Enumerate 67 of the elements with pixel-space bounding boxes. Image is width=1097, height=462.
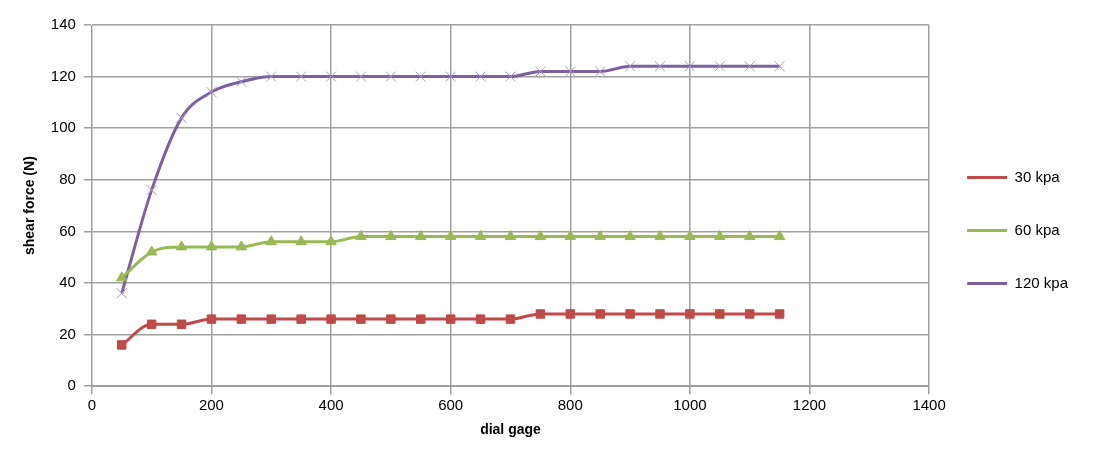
point (625, 309, 635, 319)
point (266, 314, 276, 324)
x-tick-label: 600 (438, 396, 464, 414)
point (535, 309, 546, 319)
x-tick-label: 800 (557, 396, 583, 414)
point (595, 309, 605, 319)
point (386, 314, 396, 324)
point (744, 309, 755, 319)
point (594, 230, 606, 241)
x-tick-label: 1200 (792, 396, 827, 414)
point (715, 309, 725, 319)
point (145, 245, 158, 256)
point (415, 230, 427, 241)
point (265, 235, 277, 246)
point (474, 230, 487, 241)
point (385, 230, 397, 241)
point (534, 230, 547, 241)
point (236, 314, 247, 324)
x-tick-label: 400 (318, 396, 344, 414)
y-tick-label: 40 (59, 273, 76, 291)
point (475, 314, 486, 324)
point (565, 309, 576, 319)
point (444, 230, 457, 241)
point (654, 230, 666, 241)
y-tick-label: 20 (59, 324, 76, 342)
point (295, 235, 307, 246)
legend-label: 60 kpa (1014, 220, 1061, 238)
point (655, 309, 665, 319)
y-axis-title: shear force (N) (21, 156, 38, 256)
point (296, 314, 306, 324)
point (505, 314, 516, 324)
point (773, 230, 786, 241)
point (176, 319, 187, 330)
point (504, 230, 517, 241)
point (356, 314, 366, 324)
x-tick-label: 200 (198, 396, 224, 414)
point (175, 240, 188, 251)
point (624, 230, 636, 241)
point (326, 314, 336, 324)
y-tick-label: 100 (50, 118, 76, 136)
point (206, 314, 217, 324)
point (744, 230, 756, 241)
point (445, 314, 456, 324)
y-tick-label: 80 (59, 169, 76, 187)
y-tick-label: 120 (50, 66, 76, 84)
point (355, 230, 367, 241)
point (685, 309, 695, 319)
x-axis-title: dial gage (480, 421, 542, 438)
point (146, 319, 157, 330)
x-tick-label: 0 (87, 396, 96, 414)
point (774, 309, 785, 319)
y-tick-label: 60 (59, 221, 76, 239)
point (684, 230, 696, 241)
legend-label: 120 kpa (1014, 273, 1069, 291)
point (116, 271, 128, 282)
x-tick-label: 1000 (673, 396, 707, 414)
point (116, 340, 127, 350)
point (235, 240, 248, 251)
legend-label: 30 kpa (1014, 167, 1061, 185)
point (205, 240, 218, 251)
point (564, 230, 576, 241)
y-tick-label: 0 (67, 376, 76, 394)
y-tick-label: 140 (50, 15, 76, 33)
x-tick-label: 1400 (912, 396, 946, 414)
point (416, 314, 426, 324)
point (714, 230, 726, 241)
point (325, 235, 337, 246)
